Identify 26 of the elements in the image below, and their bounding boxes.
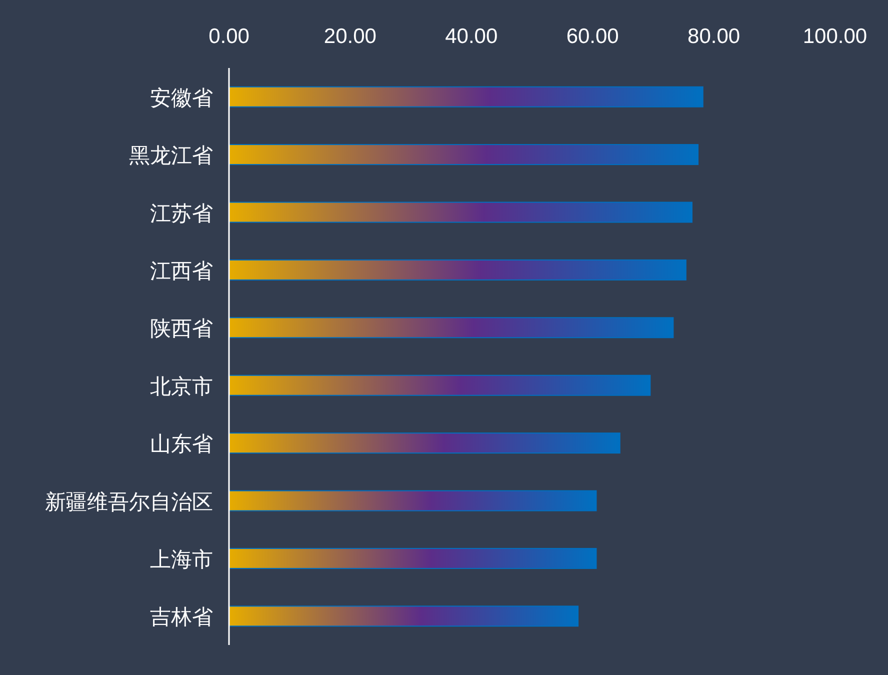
- y-tick-label: 山东省: [150, 433, 213, 456]
- y-tick-label: 上海市: [150, 548, 213, 572]
- x-tick-label: 20.00: [324, 25, 376, 48]
- bar: [228, 606, 579, 627]
- bar: [228, 259, 686, 280]
- y-tick-label: 江苏省: [150, 202, 213, 226]
- y-tick-label: 陕西省: [150, 318, 213, 341]
- bar: [228, 86, 704, 108]
- x-tick-label: 80.00: [688, 25, 740, 48]
- x-tick-label: 60.00: [566, 25, 619, 48]
- bar: [228, 202, 692, 223]
- bar: [228, 490, 597, 512]
- x-tick-label: 100.00: [802, 25, 868, 48]
- x-tick-label: 0.00: [208, 25, 250, 48]
- y-tick-label: 吉林省: [150, 606, 213, 630]
- bar: [228, 144, 699, 166]
- bar: [228, 432, 620, 454]
- bar: [228, 374, 651, 396]
- bar: [228, 317, 674, 338]
- y-tick-label: 黑龙江省: [129, 144, 213, 168]
- bar: [228, 548, 597, 569]
- y-tick-label: 江西省: [150, 260, 213, 283]
- y-tick-label: 新疆维吾尔自治区: [45, 490, 213, 514]
- y-tick-label: 北京市: [150, 375, 213, 398]
- x-tick-label: 40.00: [445, 25, 498, 48]
- y-tick-label: 安徽省: [150, 86, 213, 110]
